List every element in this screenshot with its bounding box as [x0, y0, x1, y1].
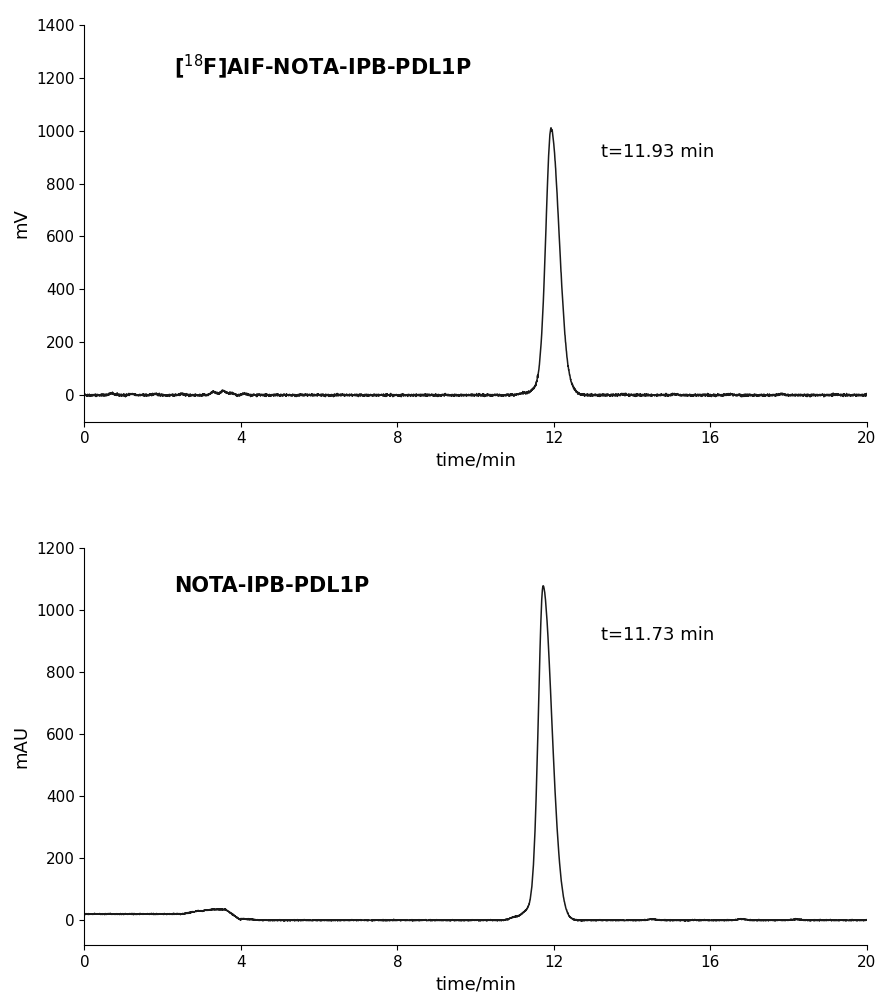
Y-axis label: mV: mV [12, 208, 31, 238]
Text: [$^{18}$F]AlF-NOTA-IPB-PDL1P: [$^{18}$F]AlF-NOTA-IPB-PDL1P [174, 53, 472, 81]
Text: NOTA-IPB-PDL1P: NOTA-IPB-PDL1P [174, 576, 370, 596]
Text: t=11.93 min: t=11.93 min [601, 143, 714, 161]
X-axis label: time/min: time/min [436, 975, 516, 993]
X-axis label: time/min: time/min [436, 452, 516, 470]
Y-axis label: mAU: mAU [12, 725, 31, 768]
Text: t=11.73 min: t=11.73 min [601, 626, 714, 644]
